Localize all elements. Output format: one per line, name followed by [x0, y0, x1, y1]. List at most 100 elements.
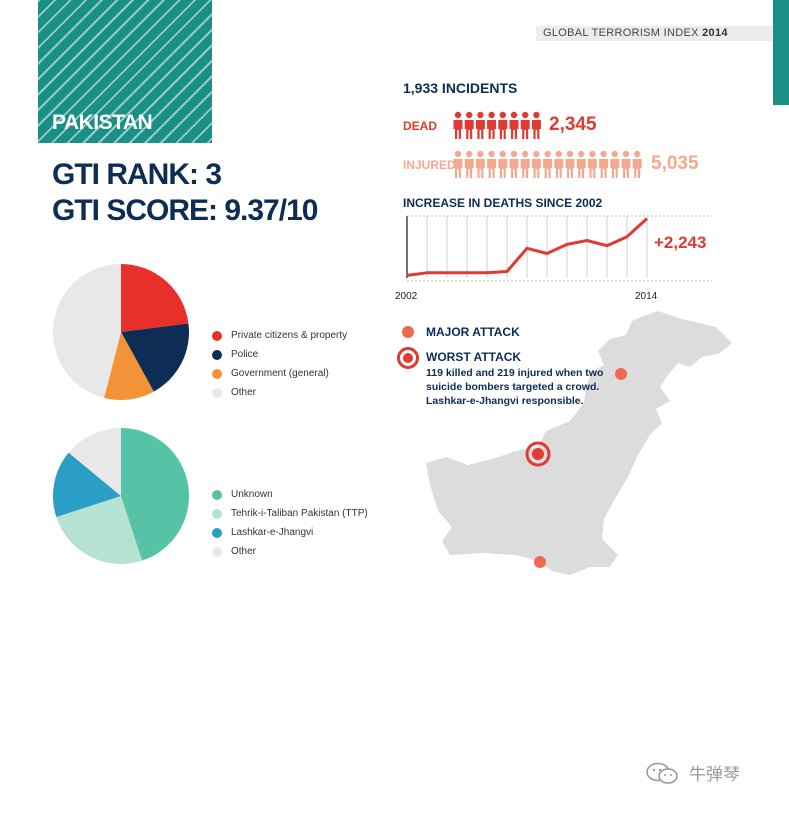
x-tick-label-start: 2002 — [395, 291, 418, 302]
legend-item: Government (general) — [212, 368, 347, 380]
person-icon-head — [466, 111, 473, 119]
gti-score: GTI SCORE: 9.37/10 — [52, 194, 318, 227]
person-icon — [487, 159, 497, 178]
legend-dot — [212, 388, 222, 398]
worst-attack-marker — [532, 448, 544, 460]
person-icon — [621, 159, 631, 178]
legend-label: Other — [231, 546, 257, 557]
injured-label: INJURED — [403, 158, 456, 172]
legend-item: Tehrik-i-Taliban Pakistan (TTP) — [212, 508, 368, 520]
major-attack-label: MAJOR ATTACK — [426, 325, 520, 339]
person-icon-head — [477, 111, 484, 119]
person-icon — [498, 120, 508, 139]
person-icon-head — [634, 150, 641, 158]
person-icon-head — [477, 150, 484, 158]
person-icon — [453, 120, 463, 139]
x-tick-label-end: 2014 — [635, 291, 658, 302]
person-icon-head — [533, 111, 540, 119]
deaths-increase-annotation: +2,243 — [654, 233, 707, 252]
person-icon-head — [454, 111, 462, 119]
worst-attack-marker-ring — [525, 441, 551, 467]
pie-slice — [121, 323, 190, 392]
person-icon-head — [522, 111, 529, 119]
worst-attack-label: WORST ATTACK — [426, 350, 522, 364]
dead-value: 2,345 — [549, 114, 597, 135]
person-icon-head — [600, 150, 607, 158]
person-icon — [520, 159, 530, 178]
legend-item: Other — [212, 546, 368, 558]
pie-slice — [104, 332, 154, 400]
report-title: GLOBAL TERRORISM INDEX 2014 — [543, 27, 728, 39]
person-icon-head — [589, 150, 596, 158]
person-icon — [498, 159, 508, 178]
legend-dot — [212, 528, 222, 538]
wechat-icon — [646, 762, 678, 784]
person-icon — [475, 120, 485, 139]
person-icon — [487, 120, 497, 139]
legend-label: Tehrik-i-Taliban Pakistan (TTP) — [231, 508, 368, 519]
deaths-line-chart — [406, 215, 712, 282]
injured-value: 5,035 — [651, 153, 699, 174]
legend-label: Other — [231, 387, 257, 398]
person-icon — [531, 120, 541, 139]
watermark: 牛弹琴 — [645, 760, 740, 785]
person-icon — [565, 159, 575, 178]
person-icon — [509, 120, 519, 139]
pie-slice — [121, 428, 189, 561]
person-icon-head — [454, 150, 462, 158]
country-name: PAKISTAN — [52, 111, 153, 134]
legend-item: Lashkar-e-Jhangvi — [212, 527, 368, 539]
gti-rank: GTI RANK: 3 — [52, 158, 222, 191]
pie-slice — [121, 264, 189, 332]
person-icon-head — [499, 111, 506, 119]
person-icon — [453, 159, 463, 178]
person-icon-head — [544, 150, 551, 158]
person-icon-head — [510, 150, 518, 158]
legend-label: Private citizens & property — [231, 330, 348, 341]
worst-attack-legend-icon — [397, 347, 419, 369]
deaths-chart-title: INCREASE IN DEATHS SINCE 2002 — [403, 196, 603, 210]
legend-label: Police — [231, 349, 259, 360]
legend-dot — [212, 331, 222, 341]
person-icon-head — [533, 150, 540, 158]
watermark-text: 牛弹琴 — [689, 765, 740, 784]
target-pie-legend: Private citizens & property Police Gover… — [212, 330, 347, 399]
person-icon — [576, 159, 586, 178]
person-icon — [464, 159, 474, 178]
person-icon-head — [466, 150, 473, 158]
legend-label: Unknown — [231, 489, 273, 500]
person-icon — [610, 159, 620, 178]
person-icon — [632, 159, 642, 178]
injured-person-icons — [453, 150, 642, 178]
person-icon — [464, 120, 474, 139]
deaths-series-line — [406, 217, 649, 277]
legend-item: Private citizens & property — [212, 330, 347, 342]
dead-label: DEAD — [403, 119, 438, 133]
report-title-bar — [536, 26, 776, 41]
legend-label: Lashkar-e-Jhangvi — [231, 527, 314, 538]
person-icon — [543, 159, 553, 178]
person-icon — [475, 159, 485, 178]
major-attack-marker — [615, 368, 627, 380]
pie-slice — [53, 452, 121, 518]
pakistan-map — [426, 311, 732, 575]
pie-slice — [56, 496, 143, 564]
legend-dot — [212, 369, 222, 379]
person-icon — [509, 159, 519, 178]
group-pie-legend: Unknown Tehrik-i-Taliban Pakistan (TTP) … — [212, 489, 368, 558]
incidents-count: 1,933 INCIDENTS — [403, 80, 518, 96]
legend-item: Police — [212, 349, 347, 361]
legend-dot — [212, 547, 222, 557]
header-pattern-band — [38, 0, 212, 143]
person-icon — [554, 159, 564, 178]
person-icon-head — [522, 150, 529, 158]
dead-person-icons — [453, 111, 541, 139]
person-icon-head — [566, 150, 574, 158]
legend-item: Other — [212, 387, 347, 399]
page-edge-tab — [773, 0, 789, 105]
major-attack-legend-icon — [402, 326, 414, 338]
group-pie-chart — [53, 428, 189, 564]
pakistan-map-shape — [426, 311, 732, 575]
person-icon-head — [611, 150, 618, 158]
person-icon-head — [622, 150, 630, 158]
